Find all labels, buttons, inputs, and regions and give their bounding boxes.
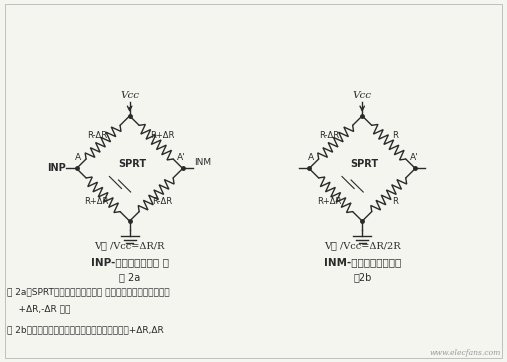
Text: Vcc: Vcc (120, 91, 139, 100)
Text: 图 2a用SPRT组成的敏感电桥的四 个桥臂对于压力变化有误差: 图 2a用SPRT组成的敏感电桥的四 个桥臂对于压力变化有误差 (7, 288, 169, 297)
Text: A': A' (410, 153, 418, 163)
Text: A': A' (177, 153, 186, 163)
Text: R: R (392, 197, 398, 206)
Text: 图 2a: 图 2a (119, 273, 140, 283)
Text: V出 /Vcc=ΔR/2R: V出 /Vcc=ΔR/2R (324, 241, 401, 251)
Text: Vcc: Vcc (353, 91, 372, 100)
Text: R+ΔR: R+ΔR (151, 131, 175, 140)
Text: SPRT: SPRT (118, 160, 146, 169)
Text: INM: INM (194, 158, 211, 167)
Text: R-ΔR: R-ΔR (319, 131, 339, 140)
Text: SPRT: SPRT (351, 160, 379, 169)
Text: R-ΔR: R-ΔR (87, 131, 107, 140)
Text: V出 /Vcc=ΔR/R: V出 /Vcc=ΔR/R (94, 241, 165, 251)
Text: 图2b: 图2b (353, 273, 372, 283)
Text: R+ΔR: R+ΔR (317, 197, 342, 206)
Text: R+ΔR: R+ΔR (85, 197, 109, 206)
Text: 图 2b半敏感电桥只有二个桥臂对压力变化有误应+ΔR,ΔR: 图 2b半敏感电桥只有二个桥臂对压力变化有误应+ΔR,ΔR (7, 325, 164, 334)
Text: R: R (392, 131, 398, 140)
Text: R-ΔR: R-ΔR (153, 197, 172, 206)
Text: INP: INP (47, 164, 65, 173)
Text: A: A (308, 153, 314, 163)
Text: INM-传感器正信号输出: INM-传感器正信号输出 (323, 258, 401, 268)
Text: www.elecfans.com: www.elecfans.com (430, 349, 501, 357)
Text: INP-传感器正信号输 出: INP-传感器正信号输 出 (91, 258, 169, 268)
Text: +ΔR,-ΔR 响应: +ΔR,-ΔR 响应 (7, 304, 70, 313)
Text: A: A (75, 153, 81, 163)
